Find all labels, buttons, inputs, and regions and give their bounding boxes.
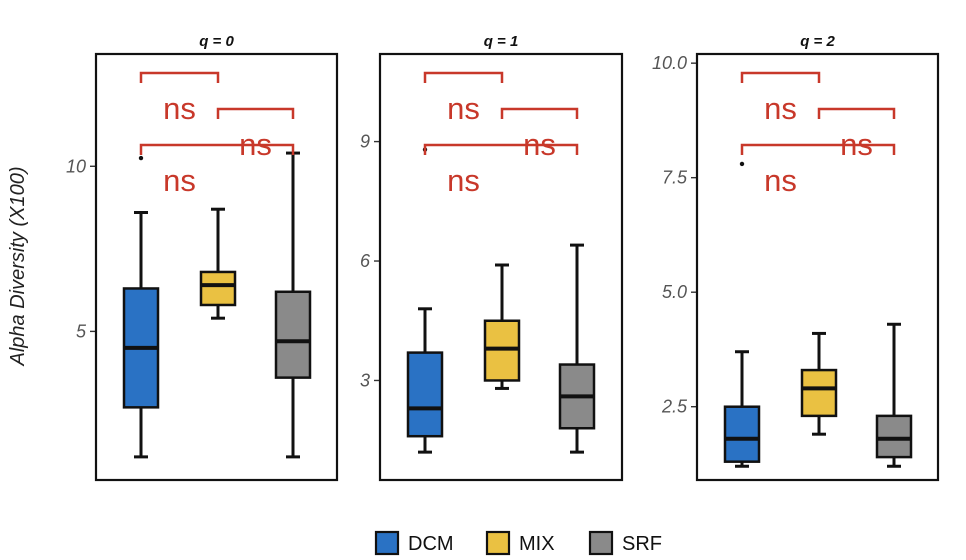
significance-bracket: ns <box>817 107 896 162</box>
legend-label: DCM <box>408 533 454 555</box>
bracket-line <box>216 107 295 119</box>
box-dcm <box>723 161 761 468</box>
box-dcm <box>122 155 160 459</box>
panel-frame <box>378 52 624 482</box>
panel-title: q = 0 <box>199 33 234 50</box>
legend-swatch <box>485 530 511 556</box>
significance-label: ns <box>163 91 196 126</box>
outlier-point <box>138 155 144 161</box>
y-axis-title: Alpha Diversity (X100) <box>7 167 29 367</box>
bracket-line <box>740 143 896 155</box>
significance-bracket: ns <box>139 143 295 198</box>
significance-bracket: ns <box>423 71 504 126</box>
bracket-line <box>139 71 220 83</box>
panel-title: q = 2 <box>800 33 835 50</box>
box-dcm <box>406 147 444 454</box>
box-mix <box>800 331 838 436</box>
bracket-line <box>817 107 896 119</box>
significance-bracket: ns <box>740 143 896 198</box>
y-tick-label: 6 <box>360 251 371 271</box>
significance-bracket: ns <box>740 71 821 126</box>
box-srf <box>875 322 913 468</box>
legend-swatch <box>374 530 400 556</box>
y-tick-label: 5.0 <box>662 282 687 302</box>
box-iqr <box>199 270 237 307</box>
significance-label: ns <box>447 91 480 126</box>
bracket-line <box>740 71 821 83</box>
box-iqr <box>723 405 761 463</box>
significance-label: ns <box>764 163 797 198</box>
bracket-line <box>139 143 295 155</box>
y-tick-label: 2.5 <box>661 397 688 417</box>
y-tick-label: 5 <box>76 321 87 341</box>
legend-swatch <box>588 530 614 556</box>
legend-item-mix: MIX <box>485 530 555 556</box>
legend: DCM MIX SRF <box>374 530 662 556</box>
box-iqr <box>406 351 444 438</box>
y-tick-label: 10.0 <box>652 53 687 73</box>
significance-bracket: ns <box>500 107 579 162</box>
box-mix <box>199 207 237 320</box>
bracket-line <box>423 71 504 83</box>
y-tick-label: 9 <box>360 132 370 152</box>
box-iqr <box>875 414 913 459</box>
box-srf <box>274 151 312 459</box>
significance-label: ns <box>447 163 480 198</box>
panel-frame <box>94 52 339 482</box>
legend-item-dcm: DCM <box>374 530 454 556</box>
panel-frame <box>695 52 940 482</box>
y-tick-label: 7.5 <box>662 168 688 188</box>
significance-bracket: ns <box>216 107 295 162</box>
legend-label: MIX <box>519 533 555 555</box>
box-srf <box>558 243 596 454</box>
significance-label: ns <box>764 91 797 126</box>
legend-item-srf: SRF <box>588 530 662 556</box>
box-iqr <box>274 290 312 379</box>
legend-label: SRF <box>622 533 662 555</box>
box-iqr <box>800 368 838 418</box>
bracket-line <box>500 107 579 119</box>
outlier-point <box>739 161 745 167</box>
significance-label: ns <box>163 163 196 198</box>
box-mix <box>483 263 521 390</box>
significance-bracket: ns <box>139 71 220 126</box>
panel-title: q = 1 <box>484 33 519 50</box>
y-tick-label: 3 <box>360 370 370 390</box>
bracket-line <box>423 143 579 155</box>
y-tick-label: 10 <box>66 156 86 176</box>
significance-bracket: ns <box>423 143 579 198</box>
